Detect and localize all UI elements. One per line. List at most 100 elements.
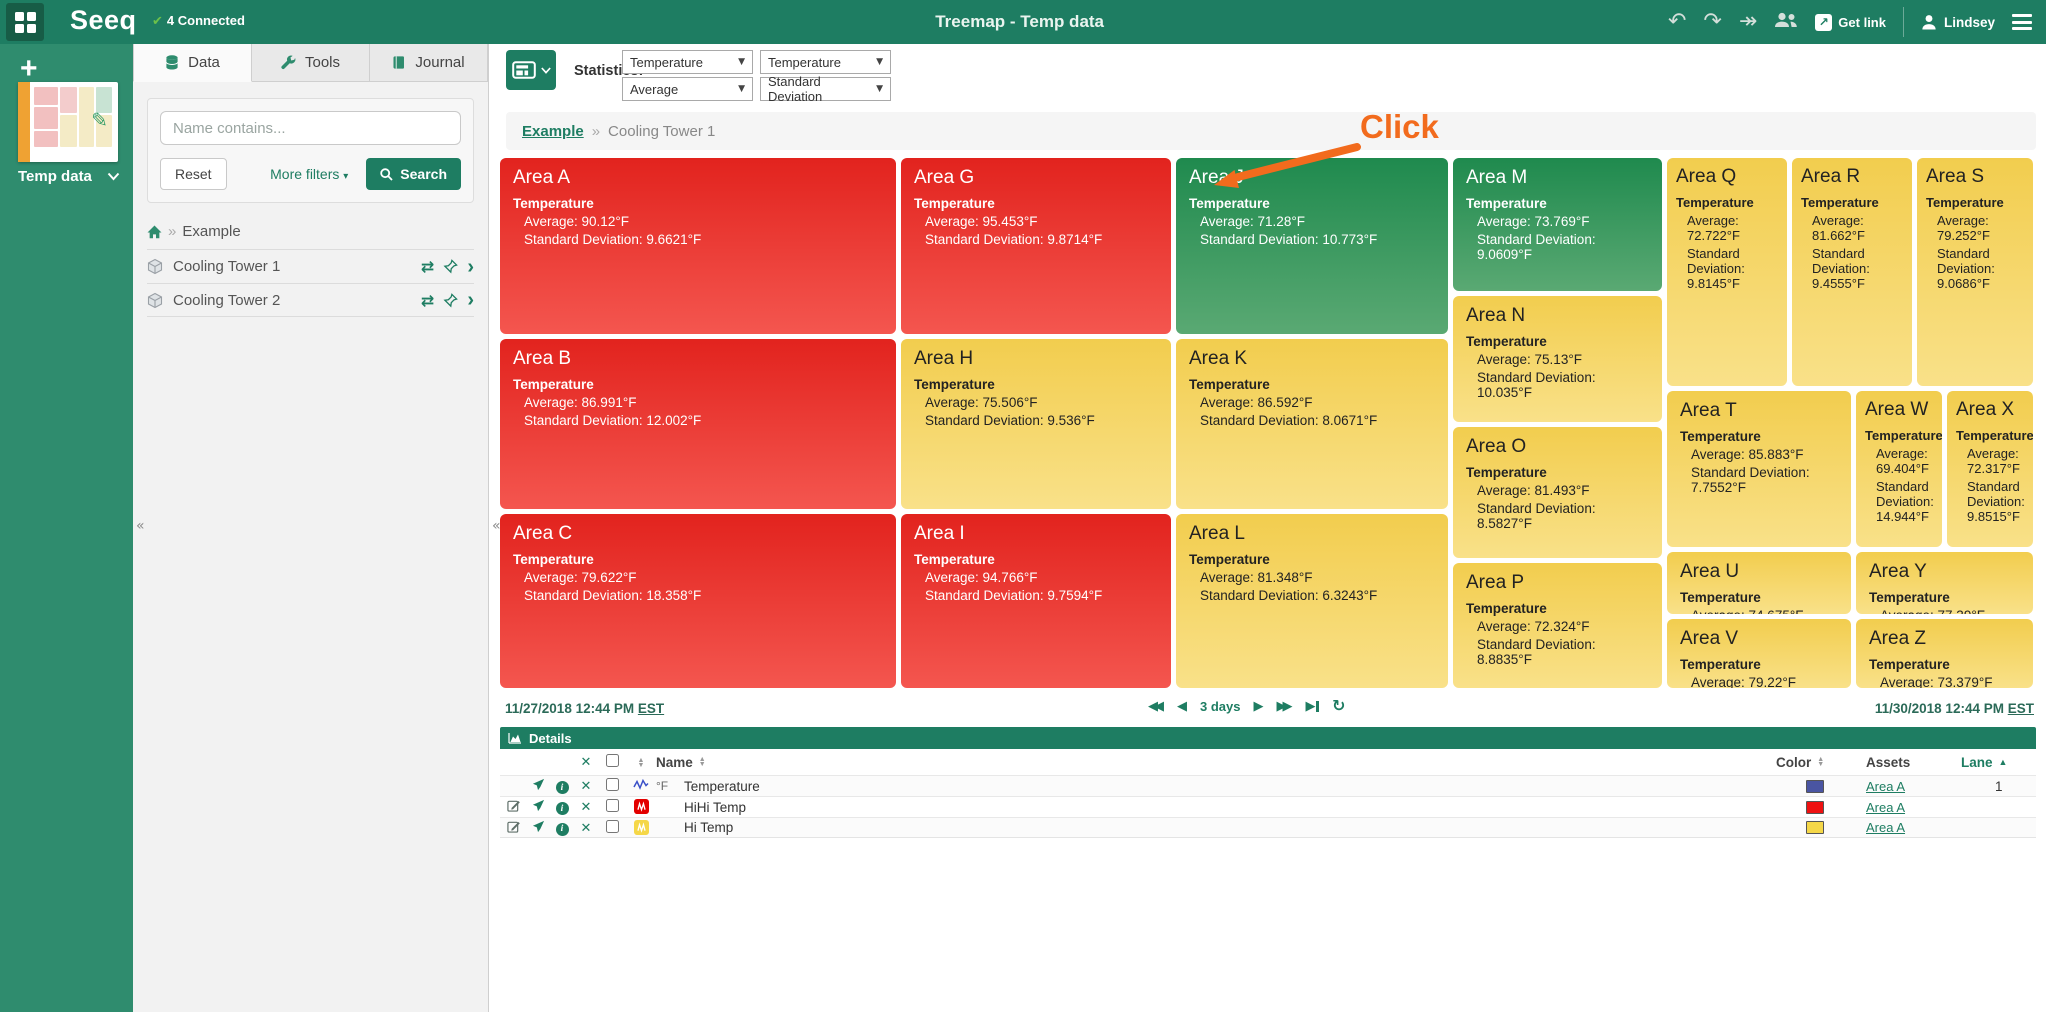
view-selector-button[interactable]: [506, 50, 556, 90]
treemap-tile-area-w[interactable]: Area W Temperature Average: 69.404°F Standa…: [1856, 391, 1942, 547]
worksheet-thumbnail[interactable]: ✎: [18, 82, 118, 162]
home-icon[interactable]: [147, 224, 162, 239]
tab-label: Journal: [415, 54, 465, 71]
treemap-tile-area-b[interactable]: Area B Temperature Average: 86.991°F Standa…: [500, 339, 896, 509]
item-name[interactable]: HiHi Temp: [684, 799, 747, 815]
send-icon[interactable]: [526, 799, 550, 815]
treemap-tile-area-k[interactable]: Area K Temperature Average: 86.592°F Standa…: [1176, 339, 1448, 509]
reset-button[interactable]: Reset: [160, 158, 227, 190]
hamburger-menu-icon[interactable]: [2012, 14, 2038, 30]
drilldown-chevron-icon[interactable]: ›: [467, 255, 474, 278]
swap-asset-icon[interactable]: ⇄: [420, 257, 435, 276]
range-end[interactable]: 11/30/2018 12:44 PM EST: [1874, 701, 2034, 716]
step-to-now-icon[interactable]: ▶: [1305, 700, 1319, 713]
item-name[interactable]: Hi Temp: [684, 820, 734, 835]
treemap-tile-area-z[interactable]: Area Z Temperature Average: 73.379°F: [1856, 619, 2033, 688]
step-forward-icon[interactable]: ▶: [1253, 698, 1264, 714]
new-worksheet-button[interactable]: +: [20, 52, 38, 85]
remove-icon[interactable]: ✕: [580, 778, 592, 793]
treemap-tile-area-h[interactable]: Area H Temperature Average: 75.506°F Standa…: [901, 339, 1171, 509]
sort-icon[interactable]: ▲ ▼: [1817, 756, 1825, 768]
asset-row-cooling-tower-2[interactable]: Cooling Tower 2 ⇄ ›: [147, 283, 474, 317]
treemap-tile-area-m[interactable]: Area M Temperature Average: 73.769°F Standa…: [1453, 158, 1662, 291]
send-icon[interactable]: [526, 820, 550, 836]
swap-asset-icon[interactable]: ⇄: [420, 290, 435, 310]
color-swatch[interactable]: [1806, 779, 1824, 793]
search-button[interactable]: Search: [366, 158, 461, 190]
range-start[interactable]: 11/27/2018 12:44 PM EST: [505, 701, 665, 716]
step-size-label[interactable]: 3 days: [1200, 698, 1241, 714]
refresh-icon[interactable]: ↻: [1331, 696, 1346, 715]
treemap-tile-area-c[interactable]: Area C Temperature Average: 79.622°F Standa…: [500, 514, 896, 688]
remove-icon[interactable]: ✕: [580, 799, 592, 814]
pin-icon[interactable]: [443, 259, 459, 274]
statistic-signal-select-1[interactable]: Temperature ▼: [622, 50, 753, 74]
color-swatch[interactable]: [1806, 800, 1824, 814]
treemap-tile-area-g[interactable]: Area G Temperature Average: 95.453°F Standa…: [901, 158, 1171, 334]
forward-all-icon[interactable]: ↠: [1738, 9, 1758, 34]
step-back-half-icon[interactable]: ◀◀: [1148, 698, 1164, 714]
tree-root-label[interactable]: Example: [182, 223, 241, 240]
get-link-button[interactable]: ↗ Get link: [1815, 13, 1886, 31]
color-swatch[interactable]: [1806, 821, 1824, 834]
apps-grid-button[interactable]: [6, 3, 44, 41]
step-forward-half-icon[interactable]: ▶▶: [1276, 698, 1292, 714]
treemap-tile-area-o[interactable]: Area O Temperature Average: 81.493°F Standa…: [1453, 427, 1662, 558]
redo-icon[interactable]: ↷: [1703, 9, 1722, 34]
asset-row-cooling-tower-1[interactable]: Cooling Tower 1 ⇄ ›: [147, 249, 474, 283]
treemap-tile-area-s[interactable]: Area S Temperature Average: 79.252°F Standa…: [1917, 158, 2033, 386]
collapse-panel-handle[interactable]: «: [492, 518, 501, 534]
drilldown-chevron-icon[interactable]: ›: [467, 289, 474, 311]
treemap-tile-area-u[interactable]: Area UTemperatureAverage: 74.675°F: [1667, 552, 1851, 614]
treemap-tile-area-v[interactable]: Area V Temperature Average: 79.22°F: [1667, 619, 1851, 688]
treemap-tile-area-p[interactable]: Area P Temperature Average: 72.324°F Standa…: [1453, 563, 1662, 688]
step-back-icon[interactable]: ◀: [1177, 698, 1187, 714]
tab-data[interactable]: Data: [133, 44, 252, 82]
treemap-tile-area-i[interactable]: Area I Temperature Average: 94.766°F Standa…: [901, 514, 1171, 688]
info-icon[interactable]: i: [555, 781, 569, 795]
treemap-tile-area-x[interactable]: Area X Temperature Average: 72.317°F Standa…: [1947, 391, 2033, 547]
treemap-tile-area-r[interactable]: Area R Temperature Average: 81.662°F Standa…: [1792, 158, 1912, 386]
treemap-tile-area-l[interactable]: Area L Temperature Average: 81.348°F Standa…: [1176, 514, 1448, 688]
treemap-tile-area-j[interactable]: Area J Temperature Average: 71.28°F Standar…: [1176, 158, 1448, 334]
more-filters-link[interactable]: More filters ▾: [270, 166, 349, 182]
edit-icon[interactable]: [500, 820, 526, 836]
edit-icon[interactable]: [500, 799, 526, 815]
collapse-rail-handle[interactable]: «: [136, 518, 145, 534]
user-menu[interactable]: Lindsey: [1921, 14, 1995, 30]
treemap-tile-area-y[interactable]: Area YTemperatureAverage: 77.39°F: [1856, 552, 2033, 614]
statistic-function-select-1[interactable]: Average ▼: [622, 77, 753, 101]
asset-link[interactable]: Area A: [1866, 778, 1906, 794]
breadcrumb-root-link[interactable]: Example: [522, 122, 584, 140]
sort-icon[interactable]: ▲ ▼: [698, 756, 706, 768]
select-all-checkbox[interactable]: [605, 754, 619, 767]
row-checkbox[interactable]: [605, 778, 619, 791]
row-checkbox[interactable]: [605, 819, 619, 833]
remove-icon[interactable]: ✕: [580, 819, 592, 835]
row-checkbox[interactable]: [605, 799, 619, 812]
tab-journal[interactable]: Journal: [370, 44, 488, 82]
treemap-tile-area-n[interactable]: Area N Temperature Average: 75.13°F Standar…: [1453, 296, 1662, 422]
details-header-bar[interactable]: Details: [500, 727, 2036, 749]
undo-icon[interactable]: ↶: [1667, 9, 1687, 34]
info-icon[interactable]: i: [555, 802, 569, 816]
statistic-signal-select-2[interactable]: Temperature ▼: [760, 50, 891, 74]
statistic-function-select-2[interactable]: Standard Deviation ▼: [760, 74, 891, 104]
info-icon[interactable]: i: [555, 822, 569, 836]
search-input[interactable]: [160, 111, 461, 145]
remove-all-icon[interactable]: ✕: [580, 754, 592, 769]
treemap-tile-area-q[interactable]: Area Q Temperature Average: 72.722°F Standa…: [1667, 158, 1787, 386]
item-name[interactable]: Temperature: [684, 778, 760, 794]
tile-title: Area U: [1680, 561, 1740, 582]
sort-icon[interactable]: ▲ ▼: [637, 756, 645, 769]
treemap-tile-area-t[interactable]: Area T Temperature Average: 85.883°F Standa…: [1667, 391, 1851, 547]
users-icon[interactable]: [1774, 11, 1798, 33]
treemap-tile-area-a[interactable]: Area A Temperature Average: 90.12°F Standar…: [500, 158, 896, 334]
asset-link[interactable]: Area A: [1866, 799, 1906, 815]
chevron-down-icon[interactable]: [107, 172, 120, 181]
sort-asc-icon[interactable]: ▲: [1998, 757, 2008, 767]
pin-icon[interactable]: [443, 292, 459, 308]
send-icon[interactable]: [526, 778, 550, 794]
asset-link[interactable]: Area A: [1866, 820, 1906, 835]
tab-tools[interactable]: Tools: [252, 44, 370, 82]
